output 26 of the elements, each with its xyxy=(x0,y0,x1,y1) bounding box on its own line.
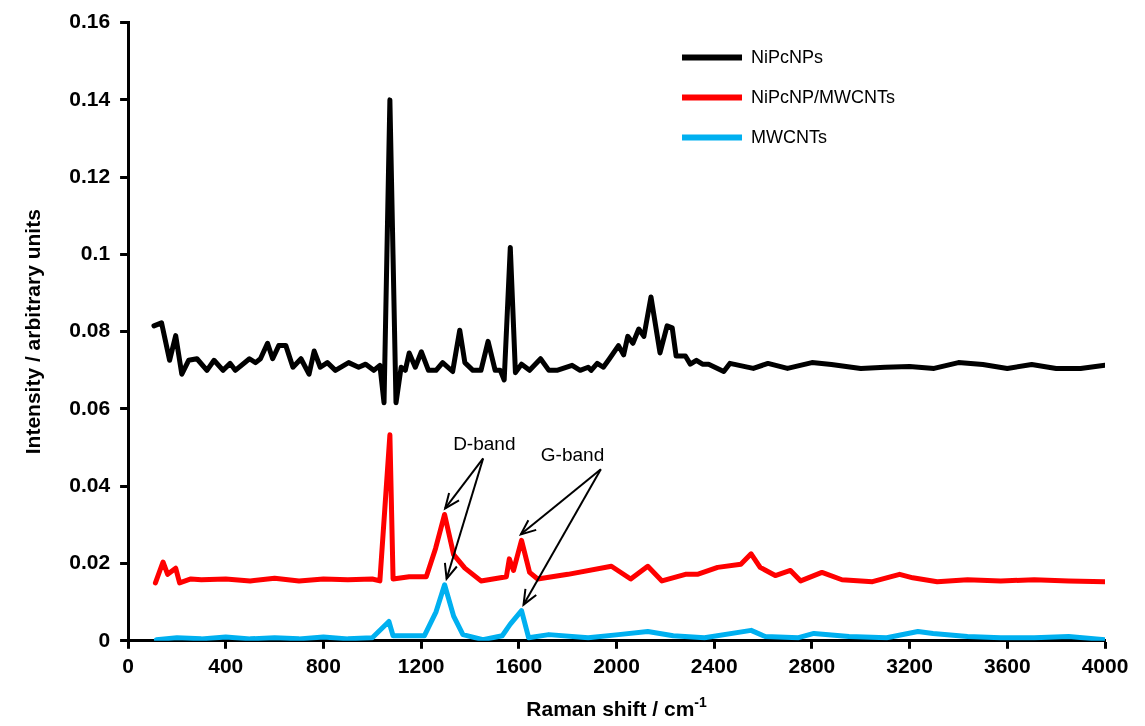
legend-label: MWCNTs xyxy=(751,126,827,147)
annotation: G-band xyxy=(540,444,605,466)
x-tick-label: 400 xyxy=(208,654,244,678)
y-tick-label: 0.02 xyxy=(69,550,111,574)
x-tick-label: 3200 xyxy=(886,654,933,678)
y-tick-label: 0.04 xyxy=(69,473,111,497)
y-tick-label: 0 xyxy=(98,627,111,651)
y-tick-label: 0.14 xyxy=(69,86,111,110)
y-tick-label: 0.08 xyxy=(69,318,111,342)
annotation: D-band xyxy=(453,433,516,455)
x-tick-label: 4000 xyxy=(1081,654,1129,678)
x-tick-label: 3600 xyxy=(983,654,1031,678)
y-tick-label: 0.16 xyxy=(69,9,111,33)
legend-label: NiPcNPs xyxy=(751,46,824,67)
x-tick-label: 0 xyxy=(122,654,134,678)
x-tick-label: 2800 xyxy=(788,654,836,678)
y-axis-title: Intensity / arbitrary units xyxy=(21,209,45,455)
legend-label: NiPcNP/MWCNTs xyxy=(751,86,896,107)
x-tick-label: 2400 xyxy=(690,654,738,678)
y-tick-label: 0.12 xyxy=(69,163,111,187)
x-tick-label: 800 xyxy=(305,654,341,678)
x-tick-label: 1200 xyxy=(397,654,445,678)
x-tick-label: 2000 xyxy=(593,654,640,678)
x-tick-label: 1600 xyxy=(495,654,543,678)
y-tick-label: 0.1 xyxy=(80,241,111,265)
y-tick-label: 0.06 xyxy=(69,395,111,419)
